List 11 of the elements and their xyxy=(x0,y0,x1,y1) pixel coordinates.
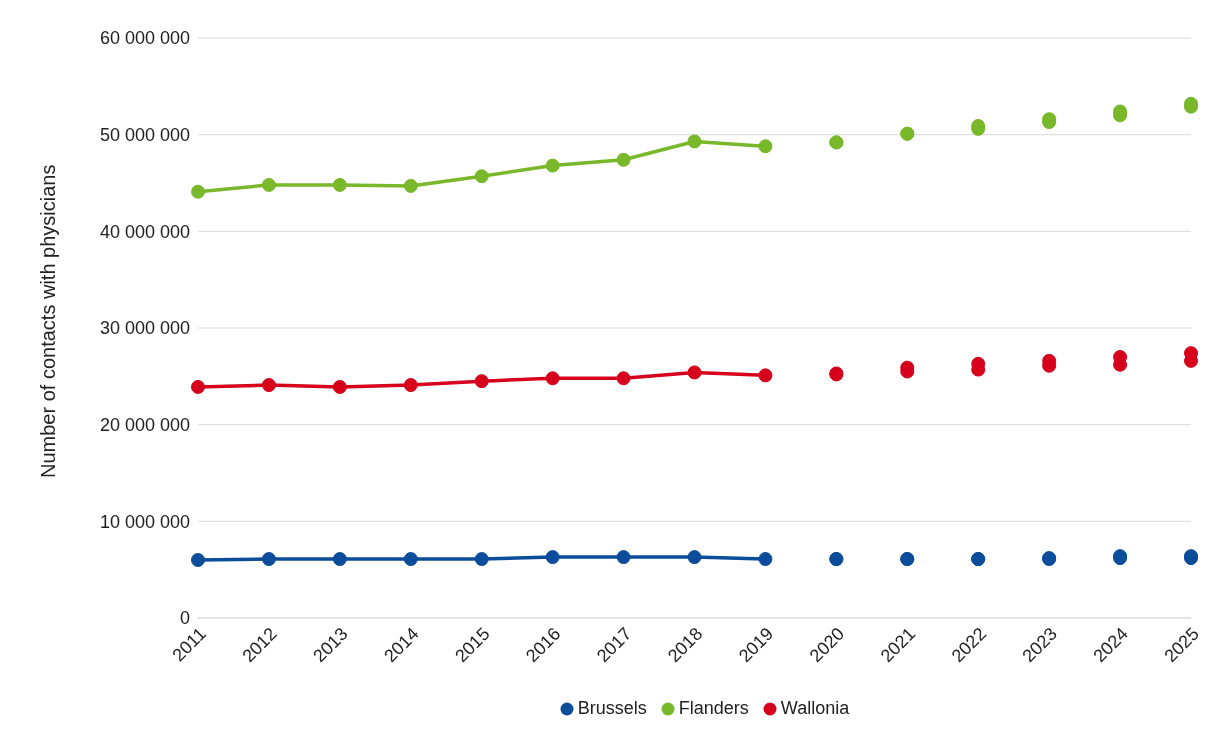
legend-label: Wallonia xyxy=(780,698,850,719)
legend-label: Flanders xyxy=(678,698,749,719)
y-tick-label: 50 000 000 xyxy=(99,125,190,146)
legend-label: Brussels xyxy=(577,698,647,719)
y-tick-label: 20 000 000 xyxy=(99,415,190,436)
y-tick-label: 30 000 000 xyxy=(99,318,190,339)
y-tick-label: 60 000 000 xyxy=(99,28,190,49)
y-tick-label: 10 000 000 xyxy=(99,511,190,532)
y-tick-label: 40 000 000 xyxy=(99,221,190,242)
y-tick-label: 0 xyxy=(179,608,190,629)
y-axis-title: Number of contacts with physicians xyxy=(37,164,60,478)
